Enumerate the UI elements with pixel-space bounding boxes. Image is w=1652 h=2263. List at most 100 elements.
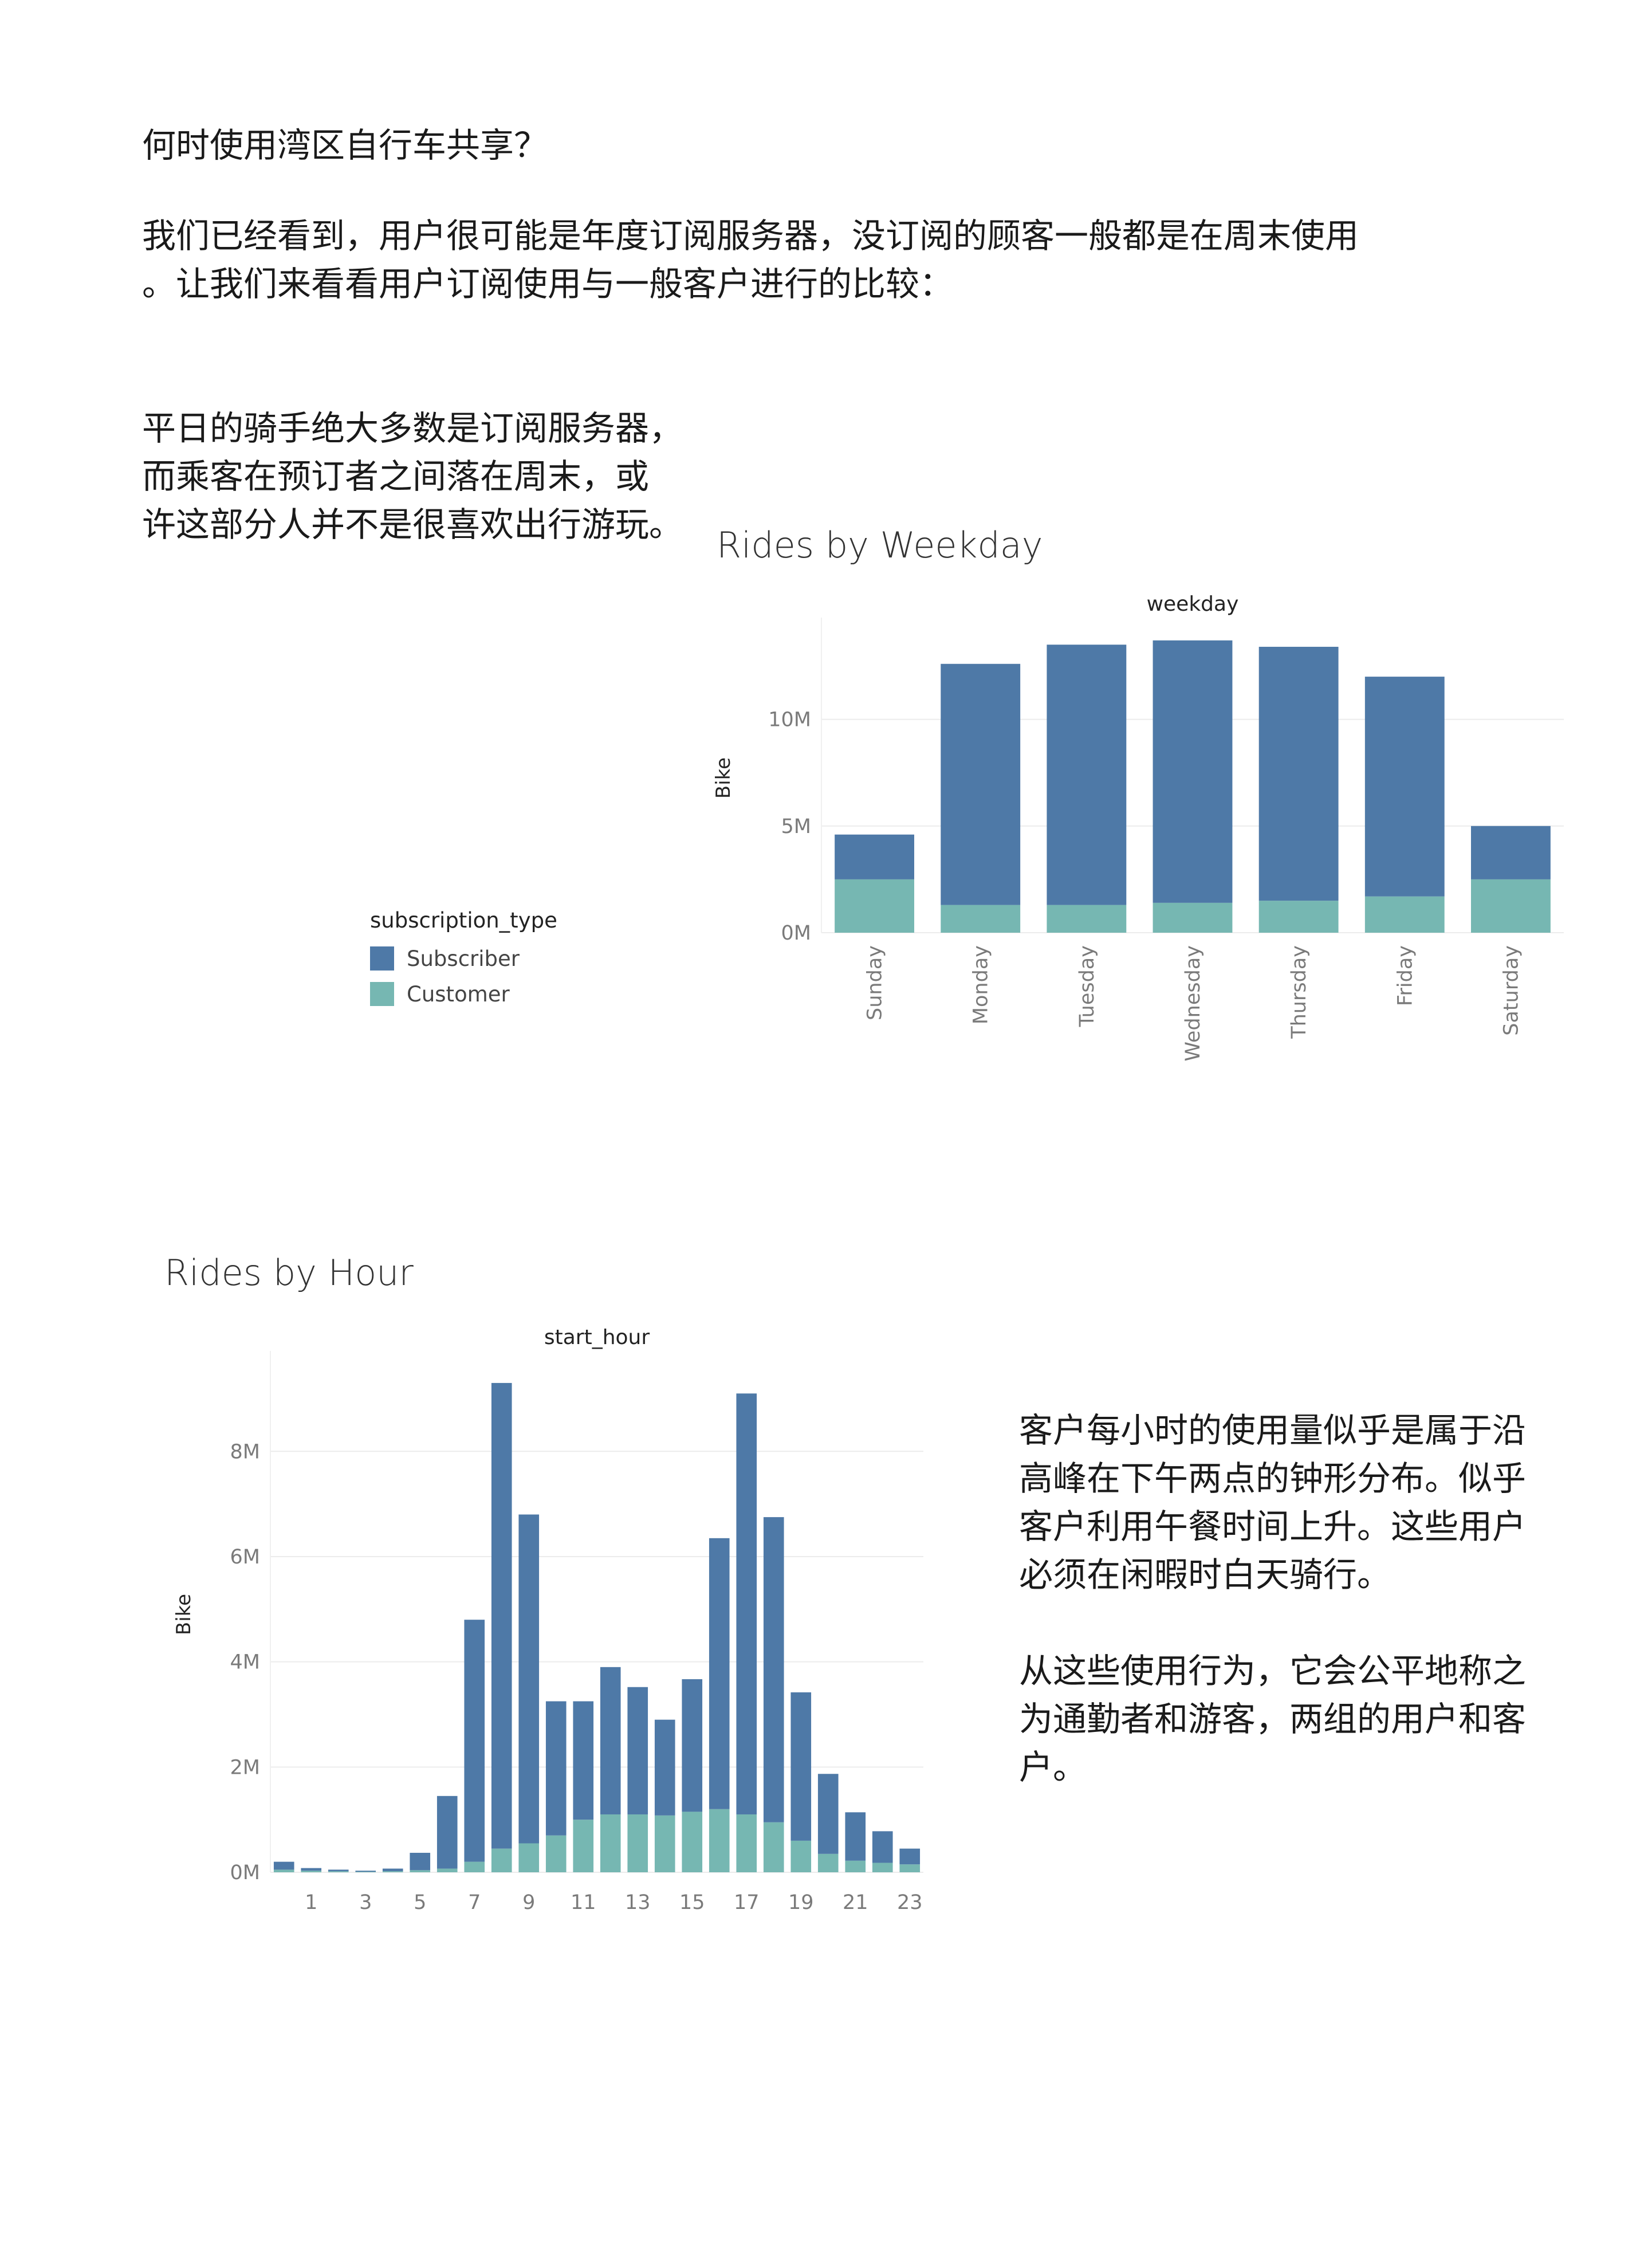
x-tick-label: 9 [522,1891,535,1914]
x-tick-label: 1 [305,1891,317,1914]
weekday-note-line: 而乘客在预订者之间落在周末，或 [142,457,650,496]
hour-note-line: 客户利用午餐时间上升。这些用户 [1019,1507,1527,1546]
bar-subscriber [436,1796,458,1869]
y-tick-label: 2M [230,1756,260,1779]
y-tick-label: 4M [230,1651,260,1674]
legend-item-subscriber: Subscriber [370,941,557,976]
bar-customer [654,1815,675,1872]
bar-customer [600,1814,621,1872]
bar-customer [328,1871,349,1872]
intro-line: 。让我们来看看用户订阅使用与一般客户进行的比较： [142,264,954,304]
bar-subscriber [273,1861,294,1870]
bar-customer [790,1840,812,1872]
x-tick-label: 7 [468,1891,481,1914]
y-tick-label: 0M [781,922,811,945]
bar-customer [941,905,1021,933]
bar-subscriber [1153,640,1233,903]
bar-subscriber [682,1679,703,1812]
bar-customer [410,1870,431,1872]
bar-customer [682,1812,703,1872]
y-tick-label: 8M [230,1440,260,1463]
y-tick-label: 5M [781,815,811,838]
x-tick-label: 11 [571,1891,596,1914]
bar-customer [1364,896,1445,933]
bar-subscriber [872,1831,893,1863]
bar-customer [1047,905,1127,933]
x-tick-label: 15 [679,1891,705,1914]
intro-paragraph: 我们已经看到，用户很可能是年度订阅服务器，没订阅的顾客一般都是在周末使用 。让我… [142,212,1359,308]
bar-customer [436,1868,458,1872]
intro-line: 我们已经看到，用户很可能是年度订阅服务器，没订阅的顾客一般都是在周末使用 [142,216,1359,256]
bar-subscriber [1258,646,1339,901]
bar-subscriber [1471,826,1551,879]
bar-customer [301,1871,322,1872]
bar-subscriber [835,834,914,879]
chart-legend: subscription_type Subscriber Customer [370,908,557,1012]
bar-subscriber [845,1812,866,1861]
x-tick-label: 19 [788,1891,814,1914]
bar-customer [273,1869,294,1872]
y-tick-label: 6M [230,1546,260,1569]
hour-chart-title: Rides by Hour [164,1252,414,1294]
bar-customer [1258,901,1339,933]
y-axis-label: Bike [172,1594,195,1635]
bar-subscriber [627,1687,648,1814]
legend-swatch-customer [370,982,394,1006]
bar-subscriber [817,1774,839,1854]
hour-note-line: 户。 [1019,1747,1087,1787]
y-tick-label: 0M [230,1861,260,1884]
hour-note: 客户每小时的使用量似乎是属于沿 高峰在下午两点的钟形分布。似乎 客户利用午餐时间… [1019,1406,1526,1791]
hour-note-line: 为通勤者和游客，两组的用户和客 [1019,1699,1527,1739]
bar-subscriber [355,1871,376,1872]
x-tick-label: Sunday [864,945,887,1020]
bar-subscriber [328,1869,349,1872]
hour-note-line: 从这些使用行为，它会公平地称之 [1019,1651,1527,1691]
column-header: weekday [1147,592,1239,616]
bar-subscriber [709,1538,730,1809]
bar-customer [835,879,914,933]
bar-customer [1153,902,1233,933]
bar-subscriber [518,1514,540,1844]
bar-subscriber [899,1848,921,1865]
bar-subscriber [763,1517,784,1822]
x-tick-label: Tuesday [1076,945,1099,1027]
bar-subscriber [736,1393,757,1814]
x-tick-label: Thursday [1288,945,1311,1039]
bar-subscriber [1047,645,1127,905]
bar-customer [845,1860,866,1872]
bar-customer [872,1863,893,1872]
page-heading: 何时使用湾区自行车共享？ [142,121,548,170]
hour-note-line: 高峰在下午两点的钟形分布。似乎 [1019,1459,1527,1498]
bar-customer [817,1853,839,1872]
x-tick-label: 17 [734,1891,760,1914]
bar-subscriber [941,663,1021,905]
bar-customer [736,1814,757,1872]
y-tick-label: 10M [768,709,811,732]
bar-subscriber [600,1667,621,1814]
legend-item-customer: Customer [370,976,557,1012]
weekday-note-line: 平日的骑手绝大多数是订阅服务器， [142,408,683,448]
hour-note-line: 客户每小时的使用量似乎是属于沿 [1019,1411,1527,1450]
x-tick-label: 5 [414,1891,426,1914]
legend-swatch-subscriber [370,946,394,971]
bar-subscriber [1364,677,1445,897]
hour-note-line: 必须在闲暇时白天骑行。 [1019,1555,1391,1594]
legend-label-customer: Customer [407,981,510,1007]
x-tick-label: 23 [897,1891,923,1914]
bar-customer [627,1814,648,1872]
x-tick-label: Wednesday [1182,945,1205,1062]
x-tick-label: 13 [625,1891,651,1914]
bar-customer [573,1820,594,1872]
page-heading-text: 何时使用湾区自行车共享？ [142,125,548,165]
weekday-note-line: 许这部分人并不是很喜欢出行游玩。 [142,505,683,544]
bar-subscriber [382,1868,403,1872]
legend-title: subscription_type [370,908,557,933]
bar-customer [709,1809,730,1872]
bar-subscriber [790,1692,812,1841]
x-tick-label: Saturday [1500,945,1523,1036]
bar-customer [382,1871,403,1872]
bar-subscriber [573,1701,594,1820]
bar-subscriber [464,1620,485,1862]
x-tick-label: 21 [843,1891,868,1914]
